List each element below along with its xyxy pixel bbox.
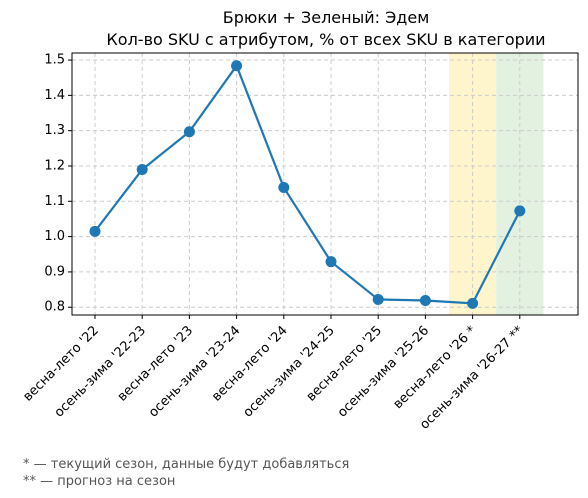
y-axis-ticks: 0.8 0.9 1.0 1.1 1.2 1.3 1.4 1.5 [44,53,72,315]
footnote-forecast: ** — прогноз на сезон [23,474,176,489]
current-season-band [449,53,497,315]
data-point [278,182,290,194]
series-line-group [89,60,526,309]
chart-subtitle: Кол-во SKU с атрибутом, % от всех SKU в … [106,30,545,49]
y-tick-label: 1.2 [44,158,65,173]
season-bands [449,53,544,315]
x-tick-label: осень-зима '22-23 [52,323,149,420]
forecast-season-band [496,53,544,315]
y-tick-label: 0.9 [44,264,65,279]
grid-lines [72,53,578,315]
x-tick-label: осень-зима '25-26 [335,323,432,420]
data-point [372,293,384,305]
footnote-current-season: * — текущий сезон, данные будут добавлят… [23,457,350,472]
series-line [94,63,521,305]
y-tick-label: 1.0 [44,229,65,244]
data-point [89,225,101,237]
data-point [136,164,148,176]
x-tick-label: весна-лето '26 * [391,323,480,412]
data-point [183,126,195,138]
data-point [325,256,337,268]
data-point [419,295,431,307]
x-tick-label: осень-зима '24-25 [241,323,338,420]
data-point [231,60,243,72]
plot-frame [71,52,579,316]
data-point [514,205,526,217]
y-tick-label: 1.4 [44,88,65,103]
data-point [467,297,479,309]
y-tick-label: 1.3 [44,123,65,138]
chart-title: Брюки + Зеленый: Эдем [223,8,430,27]
y-tick-label: 1.5 [44,53,65,68]
y-tick-label: 0.8 [44,300,65,315]
y-tick-label: 1.1 [44,194,65,209]
x-tick-label: осень-зима '23-24 [146,323,243,420]
